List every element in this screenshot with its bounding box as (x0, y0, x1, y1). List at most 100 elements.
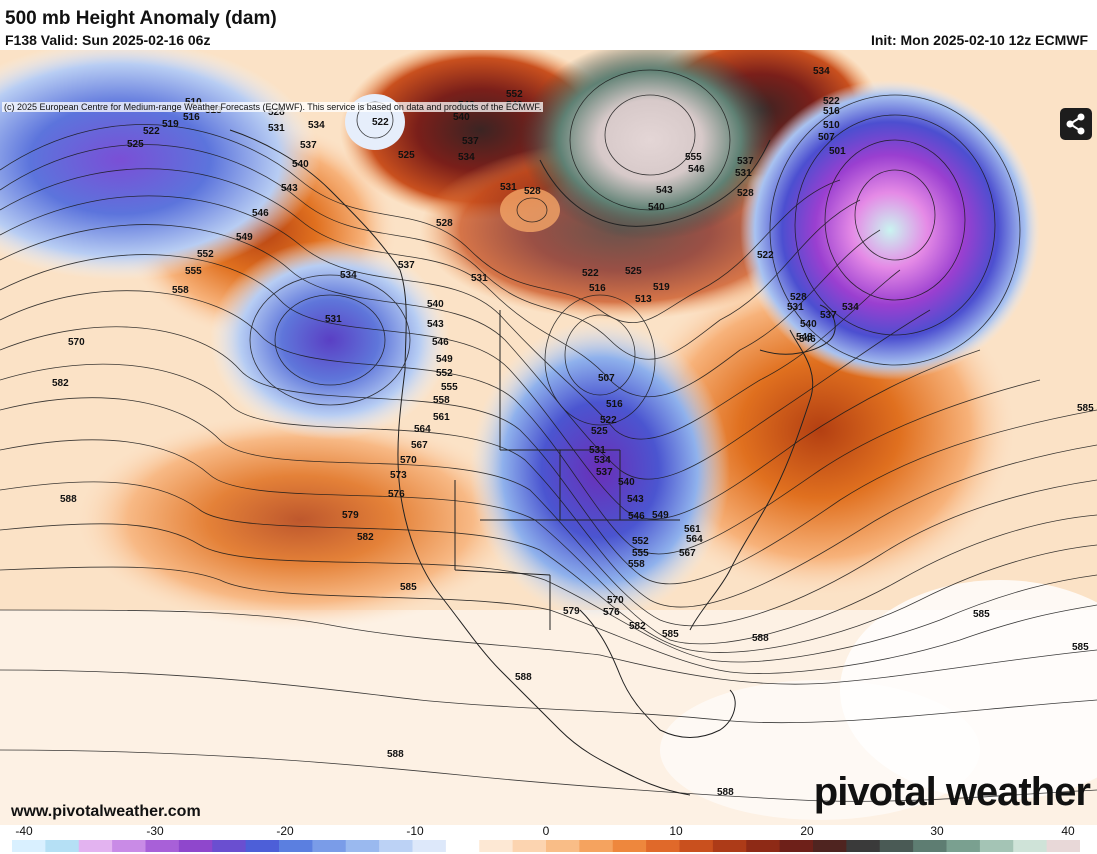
contour-label: 540 (427, 299, 444, 310)
contour-label: 558 (628, 559, 645, 570)
contour-label: 552 (197, 249, 214, 260)
contour-label: 537 (596, 467, 613, 478)
contour-label: 540 (800, 319, 817, 330)
colorbar-tick: 20 (800, 824, 814, 838)
contour-label: 555 (632, 548, 649, 559)
contour-label: 549 (436, 354, 453, 365)
height-contours (0, 69, 1097, 802)
colorbar-swatch (212, 840, 247, 852)
colorbar-swatch (12, 840, 46, 852)
colorbar-swatch (913, 840, 948, 852)
contour-label: 531 (735, 168, 752, 179)
contour-label: 585 (662, 629, 679, 640)
contour-label: 546 (432, 337, 449, 348)
contour-label: 528 (790, 292, 807, 303)
contour-label: 543 (627, 494, 644, 505)
contour-label: 537 (737, 156, 754, 167)
contour-label: 522 (582, 268, 599, 279)
contour-label: 561 (684, 524, 701, 535)
contour-label: 516 (823, 106, 840, 117)
colorbar-swatch (345, 840, 380, 852)
contour-label: 582 (629, 621, 646, 632)
contour-label: 528 (268, 107, 285, 118)
colorbar-swatch (512, 840, 547, 852)
share-icon (1066, 113, 1085, 135)
colorbar-swatch (712, 840, 747, 852)
contour-label: 570 (68, 337, 85, 348)
contour-label: 567 (679, 548, 696, 559)
contour-label: 546 (799, 334, 816, 345)
contour-label: 519 (653, 282, 670, 293)
contour-label: 582 (52, 378, 69, 389)
contour-label: 588 (752, 633, 769, 644)
contour-label: 507 (598, 373, 615, 384)
colorbar-swatch (112, 840, 147, 852)
contour-label: 579 (563, 606, 580, 617)
contour-label: 510 (823, 120, 840, 131)
copyright-notice: (c) 2025 European Centre for Medium-rang… (2, 102, 544, 112)
colorbar-tick: 30 (930, 824, 944, 838)
website-link[interactable]: www.pivotalweather.com (11, 803, 201, 820)
contour-label: 552 (436, 368, 453, 379)
contour-label: 528 (436, 218, 453, 229)
contour-label: 564 (686, 534, 703, 545)
contour-label: 531 (268, 123, 285, 134)
colorbar-swatch (679, 840, 714, 852)
contour-label: 543 (281, 183, 298, 194)
contour-label: 531 (787, 302, 804, 313)
contour-label: 561 (433, 412, 450, 423)
colorbar-tick: 0 (542, 824, 550, 838)
contour-label: 522 (600, 415, 617, 426)
colorbar-swatch (145, 840, 180, 852)
colorbar-swatch (245, 840, 280, 852)
contour-label: 528 (524, 186, 541, 197)
contour-label: 585 (1077, 403, 1094, 414)
contour-label: 519 (162, 119, 179, 130)
contour-label: 588 (717, 787, 734, 798)
share-button[interactable] (1060, 108, 1092, 140)
contour-label: 507 (818, 132, 835, 143)
contour-label: 588 (515, 672, 532, 683)
colorbar-swatch (279, 840, 313, 852)
contour-label: 534 (842, 302, 859, 313)
contour-label: 534 (458, 152, 475, 163)
contour-label: 525 (127, 139, 144, 150)
forecast-valid-time: F138 Valid: Sun 2025-02-16 06z (5, 32, 211, 48)
contour-label: 531 (325, 314, 342, 325)
colorbar-swatch (312, 840, 347, 852)
colorbar-swatch (412, 840, 447, 852)
height-anomaly-map[interactable]: 510 513 516 519 522 525 528 531 534 537 … (0, 50, 1097, 825)
contour-label: 537 (462, 136, 479, 147)
contour-label: 531 (589, 445, 606, 456)
colorbar-swatch (946, 840, 981, 852)
colorbar-tick: -40 (15, 824, 33, 838)
colorbar-tick: -30 (146, 824, 164, 838)
colorbar-tick: 10 (669, 824, 683, 838)
contour-label: 573 (390, 470, 407, 481)
contour-label: 531 (471, 273, 488, 284)
colorbar-swatch (779, 840, 814, 852)
colorbar-tick: -20 (276, 824, 294, 838)
contour-label: 534 (340, 270, 357, 281)
map-title: 500 mb Height Anomaly (dam) (5, 8, 277, 29)
colorbar-swatch (813, 840, 847, 852)
contour-label: 549 (236, 232, 253, 243)
contour-label: 501 (829, 146, 846, 157)
contour-label: 516 (183, 112, 200, 123)
contour-label: 522 (757, 250, 774, 261)
contour-label: 522 (823, 96, 840, 107)
contour-label: 588 (60, 494, 77, 505)
colorbar-swatch (846, 840, 881, 852)
contour-label: 570 (607, 595, 624, 606)
colorbar-swatch (579, 840, 614, 852)
contour-label: 522 (143, 126, 160, 137)
contour-label: 534 (308, 120, 325, 131)
colorbar-swatch (479, 840, 514, 852)
contour-label: 534 (594, 455, 611, 466)
colorbar-ticks: -40 -30 -20 -10 0 10 20 30 40 (0, 824, 1097, 838)
contour-label: 513 (635, 294, 652, 305)
colorbar-swatch (445, 840, 480, 852)
colorbar (12, 840, 1080, 852)
contour-label: 582 (357, 532, 374, 543)
contour-label: 546 (688, 164, 705, 175)
